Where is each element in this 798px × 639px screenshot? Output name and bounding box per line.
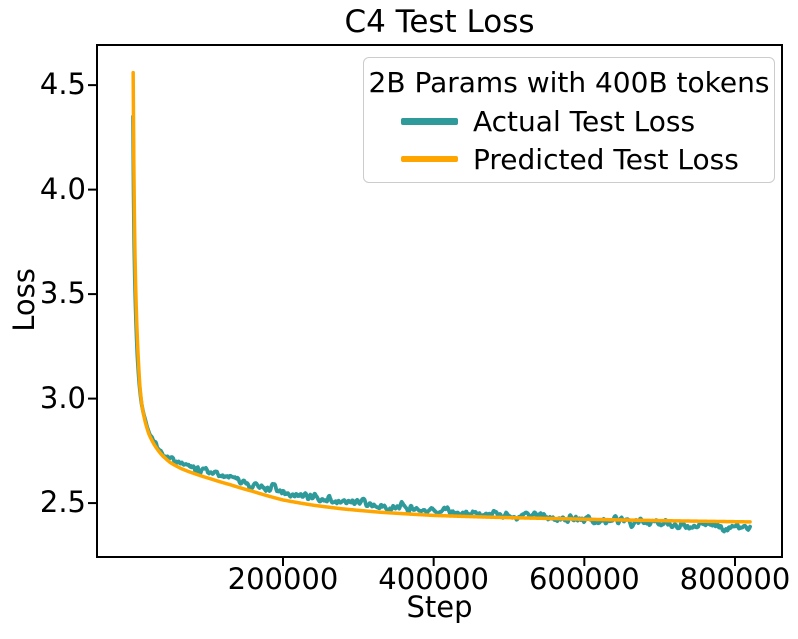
legend-title: 2B Params with 400B tokens [368,66,770,99]
axes-frame [96,44,783,558]
legend-label: Actual Test Loss [473,104,696,138]
y-tick-label: 4.5 [39,67,86,102]
predicted-line-swatch [401,156,458,162]
legend-entry-predicted: Predicted Test Loss [401,142,739,176]
x-axis-label: Step [406,590,473,624]
legend-entry-actual: Actual Test Loss [401,104,695,138]
y-tick-label: 3.0 [39,380,86,415]
y-tick-label: 4.0 [39,171,86,206]
y-tick-label: 2.5 [39,485,86,520]
x-tick-label: 200000 [227,562,339,596]
series-actual-test-loss [131,114,752,534]
chart-title: C4 Test Loss [344,4,535,40]
x-tick-label: 400000 [378,562,490,596]
legend: 2B Params with 400B tokens Actual Test L… [363,57,775,183]
legend-label: Predicted Test Loss [473,142,739,176]
series-predicted-test-loss [131,70,752,524]
actual-line-swatch [401,117,458,125]
x-tick-label: 600000 [528,562,640,596]
y-tick-label: 3.5 [39,276,86,311]
x-tick-label: 800000 [679,562,791,596]
